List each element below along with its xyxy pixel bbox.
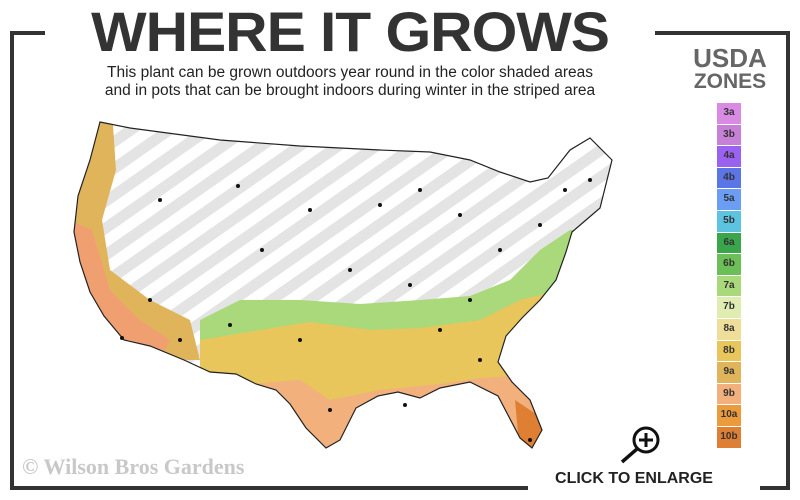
city-dot — [378, 203, 382, 207]
frame-border — [10, 31, 14, 490]
city-dot — [260, 248, 264, 252]
legend-swatch-9b: 9b — [717, 383, 741, 405]
city-dot — [498, 248, 502, 252]
city-dot — [478, 358, 482, 362]
city-dot — [468, 298, 472, 302]
city-dot — [308, 208, 312, 212]
city-dot — [588, 178, 592, 182]
zone-legend: 3a 3b 4a 4b 5a 5b 6a 6b 7a 7b 8a 8b 9a 9b 10a 10b — [717, 103, 741, 449]
legend-swatch-4a: 4a — [717, 146, 741, 167]
city-dot — [158, 198, 162, 202]
subtitle-line: and in pots that can be brought indoors … — [104, 82, 596, 99]
city-dot — [178, 338, 182, 342]
city-dot — [458, 213, 462, 217]
copyright-watermark: © Wilson Bros Gardens — [22, 454, 245, 479]
city-dot — [418, 188, 422, 192]
city-dot — [148, 298, 152, 302]
frame-border — [760, 486, 790, 490]
legend-title: USDA ZONES — [676, 43, 784, 94]
city-dot — [328, 408, 332, 412]
legend-swatch-7a: 7a — [717, 275, 741, 297]
legend-swatch-8a: 8a — [717, 318, 741, 340]
legend-swatch-4b: 4b — [717, 167, 741, 189]
legend-swatch-9a: 9a — [717, 362, 741, 383]
city-dot — [228, 323, 232, 327]
subtitle: This plant can be grown outdoors year ro… — [50, 64, 650, 100]
legend-swatch-7b: 7b — [717, 297, 741, 318]
legend-title-line: ZONES — [693, 70, 767, 93]
click-to-enlarge-button[interactable]: CLICK TO ENLARGE — [555, 470, 713, 487]
frame-border — [10, 31, 45, 35]
city-dot — [348, 268, 352, 272]
city-dot — [538, 223, 542, 227]
city-dot — [236, 184, 240, 188]
legend-swatch-3a: 3a — [717, 103, 741, 124]
city-dot — [563, 188, 567, 192]
city-dot — [438, 328, 442, 332]
city-dot — [298, 338, 302, 342]
legend-swatch-10b: 10b — [717, 426, 741, 448]
city-dots — [120, 178, 592, 442]
legend-swatch-5b: 5b — [717, 210, 741, 232]
page-title: WHERE IT GROWS — [91, 0, 610, 63]
legend-swatch-6a: 6a — [717, 232, 741, 254]
legend-swatch-3b: 3b — [717, 124, 741, 146]
city-dot — [408, 283, 412, 287]
frame-border — [10, 486, 528, 490]
frame-border — [786, 31, 790, 490]
legend-swatch-8b: 8b — [717, 340, 741, 362]
subtitle-line: This plant can be grown outdoors year ro… — [107, 64, 593, 81]
legend-title-line: USDA — [693, 43, 767, 73]
zoom-in-magnifier-icon[interactable] — [618, 424, 664, 464]
city-dot — [120, 336, 124, 340]
zone-region-gulf-9 — [250, 376, 560, 448]
city-dot — [528, 438, 532, 442]
legend-swatch-6b: 6b — [717, 254, 741, 275]
legend-swatch-10a: 10a — [717, 405, 741, 426]
city-dot — [403, 403, 407, 407]
us-hardiness-map[interactable] — [60, 110, 620, 455]
legend-swatch-5a: 5a — [717, 189, 741, 210]
frame-border — [655, 31, 790, 35]
